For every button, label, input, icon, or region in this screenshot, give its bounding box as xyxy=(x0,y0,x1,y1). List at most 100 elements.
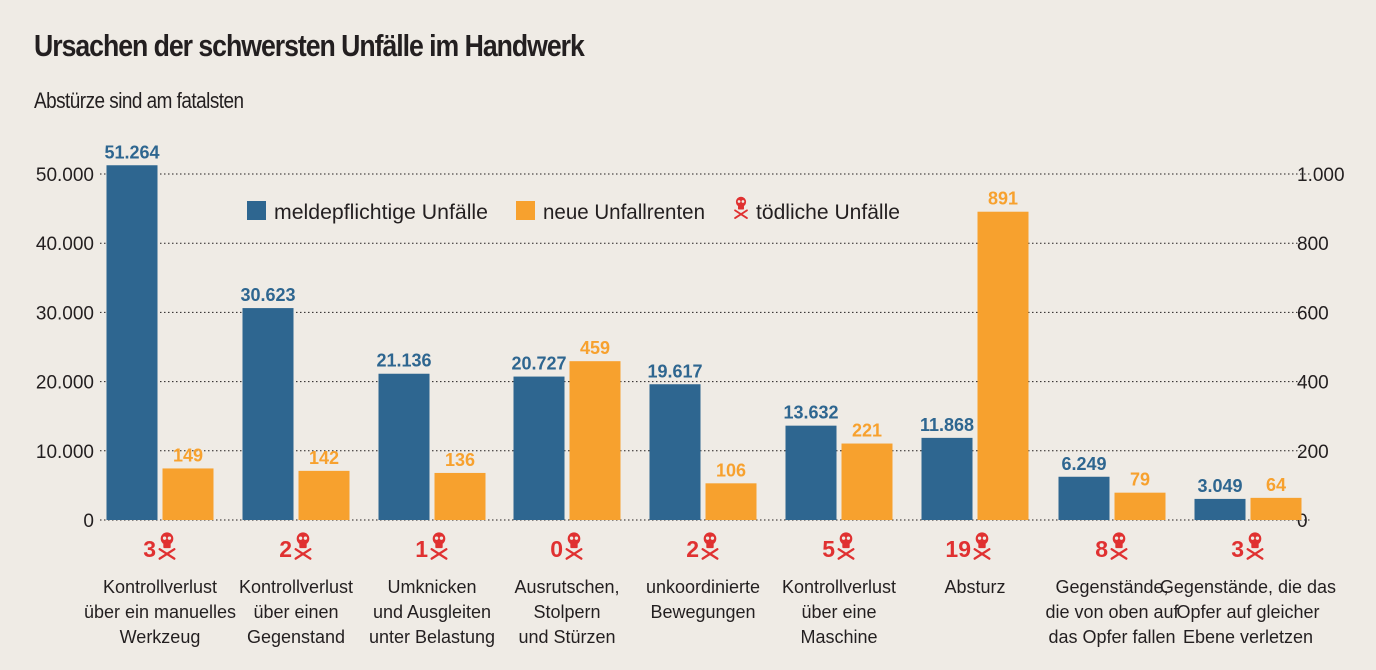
y-right-tick-label: 1.000 xyxy=(1297,165,1345,186)
value-label-reportable: 13.632 xyxy=(783,403,838,423)
chart-subtitle: Abstürze sind am fatalsten xyxy=(34,88,244,113)
skull-icon xyxy=(1246,532,1264,560)
bar-pensions xyxy=(298,470,350,520)
bar-reportable xyxy=(785,425,837,520)
category-label: Werkzeug xyxy=(120,627,201,647)
category-label: Gegenstand xyxy=(247,627,345,647)
skull-icon xyxy=(837,532,855,560)
skull-icon xyxy=(294,532,312,560)
value-label-pensions: 142 xyxy=(309,448,339,468)
category-label: Ebene verletzen xyxy=(1183,627,1313,647)
y-left-tick-label: 0 xyxy=(83,511,94,532)
y-left-tick-label: 40.000 xyxy=(36,234,94,255)
value-labels: 51.264 149 30.623 142 21.136 136 20.727 459 19.6… xyxy=(104,142,1286,496)
fatality-count: 3 xyxy=(1231,536,1244,562)
value-label-reportable: 30.623 xyxy=(240,285,295,305)
bars xyxy=(106,165,1302,521)
fatality-count: 5 xyxy=(822,536,835,562)
bar-pensions xyxy=(977,211,1029,521)
fatality-count: 0 xyxy=(550,536,563,562)
fatality-labels: 3 2 1 0 2 5 19 8 3 xyxy=(143,532,1264,562)
y-axis-left: 0 10.000 20.000 30.000 40.000 50.000 xyxy=(36,165,94,532)
category-label: Kontrollverlust xyxy=(782,577,896,597)
value-label-pensions: 459 xyxy=(580,338,610,358)
value-label-reportable: 20.727 xyxy=(511,354,566,374)
fatality-count: 2 xyxy=(686,536,699,562)
legend-swatch-reportable xyxy=(247,201,266,220)
legend-swatch-pensions xyxy=(516,201,535,220)
category-label: Ausrutschen, xyxy=(514,577,619,597)
category-label: und Ausgleiten xyxy=(373,602,491,622)
value-label-reportable: 6.249 xyxy=(1061,454,1106,474)
y-right-tick-label: 0 xyxy=(1297,511,1308,532)
y-left-tick-label: 50.000 xyxy=(36,165,94,186)
category-label: Umknicken xyxy=(387,577,476,597)
chart-title: Ursachen der schwersten Unfälle im Handw… xyxy=(34,28,585,63)
bar-pensions xyxy=(1114,492,1166,520)
category-label: über einen xyxy=(253,602,338,622)
category-label: Gegenstände, die das xyxy=(1160,577,1336,597)
category-label: und Stürzen xyxy=(518,627,615,647)
skull-icon xyxy=(973,532,991,560)
category-label: unter Belastung xyxy=(369,627,495,647)
bar-pensions xyxy=(569,361,621,520)
bar-pensions xyxy=(434,472,486,520)
category-label: Opfer auf gleicher xyxy=(1176,602,1319,622)
category-label: Bewegungen xyxy=(650,602,755,622)
category-label: die von oben auf xyxy=(1045,602,1179,622)
bar-pensions xyxy=(162,468,214,520)
bar-pensions xyxy=(705,483,757,520)
skull-icon xyxy=(1110,532,1128,560)
y-left-tick-label: 20.000 xyxy=(36,373,94,394)
y-right-tick-label: 600 xyxy=(1297,303,1329,324)
category-label: über ein manuelles xyxy=(84,602,236,622)
bar-pensions xyxy=(1250,497,1302,520)
category-label: Absturz xyxy=(944,577,1005,597)
bar-reportable xyxy=(1194,498,1246,520)
category-label: das Opfer fallen xyxy=(1048,627,1175,647)
y-right-tick-label: 400 xyxy=(1297,373,1329,394)
bar-reportable xyxy=(1058,476,1110,520)
value-label-pensions: 106 xyxy=(716,460,746,480)
value-label-pensions: 891 xyxy=(988,189,1018,209)
category-label: Stolpern xyxy=(533,602,600,622)
y-axis-right: 0 200 400 600 800 1.000 xyxy=(1297,165,1345,532)
category-label: Gegenstände, xyxy=(1055,577,1168,597)
value-label-reportable: 11.868 xyxy=(920,415,974,435)
category-label: Maschine xyxy=(800,627,877,647)
bar-reportable xyxy=(378,373,430,520)
skull-icon xyxy=(701,532,719,560)
bar-reportable xyxy=(649,384,701,520)
y-left-tick-label: 30.000 xyxy=(36,303,94,324)
legend: meldepflichtige Unfälle neue Unfallrente… xyxy=(247,196,900,224)
skull-icon xyxy=(734,196,748,219)
bar-reportable xyxy=(242,308,294,520)
bar-reportable xyxy=(106,165,158,520)
bar-pensions xyxy=(841,443,893,520)
y-right-tick-label: 800 xyxy=(1297,234,1329,255)
skull-icon xyxy=(158,532,176,560)
category-label: über eine xyxy=(801,602,876,622)
fatality-count: 8 xyxy=(1095,536,1108,562)
legend-label-fatal: tödliche Unfälle xyxy=(756,201,900,224)
value-label-pensions: 221 xyxy=(852,421,882,441)
value-label-reportable: 51.264 xyxy=(104,142,159,162)
category-label: Kontrollverlust xyxy=(103,577,217,597)
y-left-tick-label: 10.000 xyxy=(36,442,94,463)
value-label-reportable: 21.136 xyxy=(376,351,431,371)
fatality-count: 1 xyxy=(415,536,428,562)
skull-icon xyxy=(430,532,448,560)
category-label: Kontrollverlust xyxy=(239,577,353,597)
category-label: unkoordinierte xyxy=(646,577,760,597)
fatality-count: 19 xyxy=(945,536,971,562)
value-label-pensions: 149 xyxy=(173,445,203,465)
legend-label-pensions: neue Unfallrenten xyxy=(543,201,705,224)
value-label-pensions: 136 xyxy=(445,450,475,470)
value-label-pensions: 64 xyxy=(1266,475,1286,495)
value-label-reportable: 19.617 xyxy=(647,361,702,381)
bar-reportable xyxy=(513,376,565,520)
skull-icon xyxy=(734,196,748,219)
value-label-pensions: 79 xyxy=(1130,470,1150,490)
